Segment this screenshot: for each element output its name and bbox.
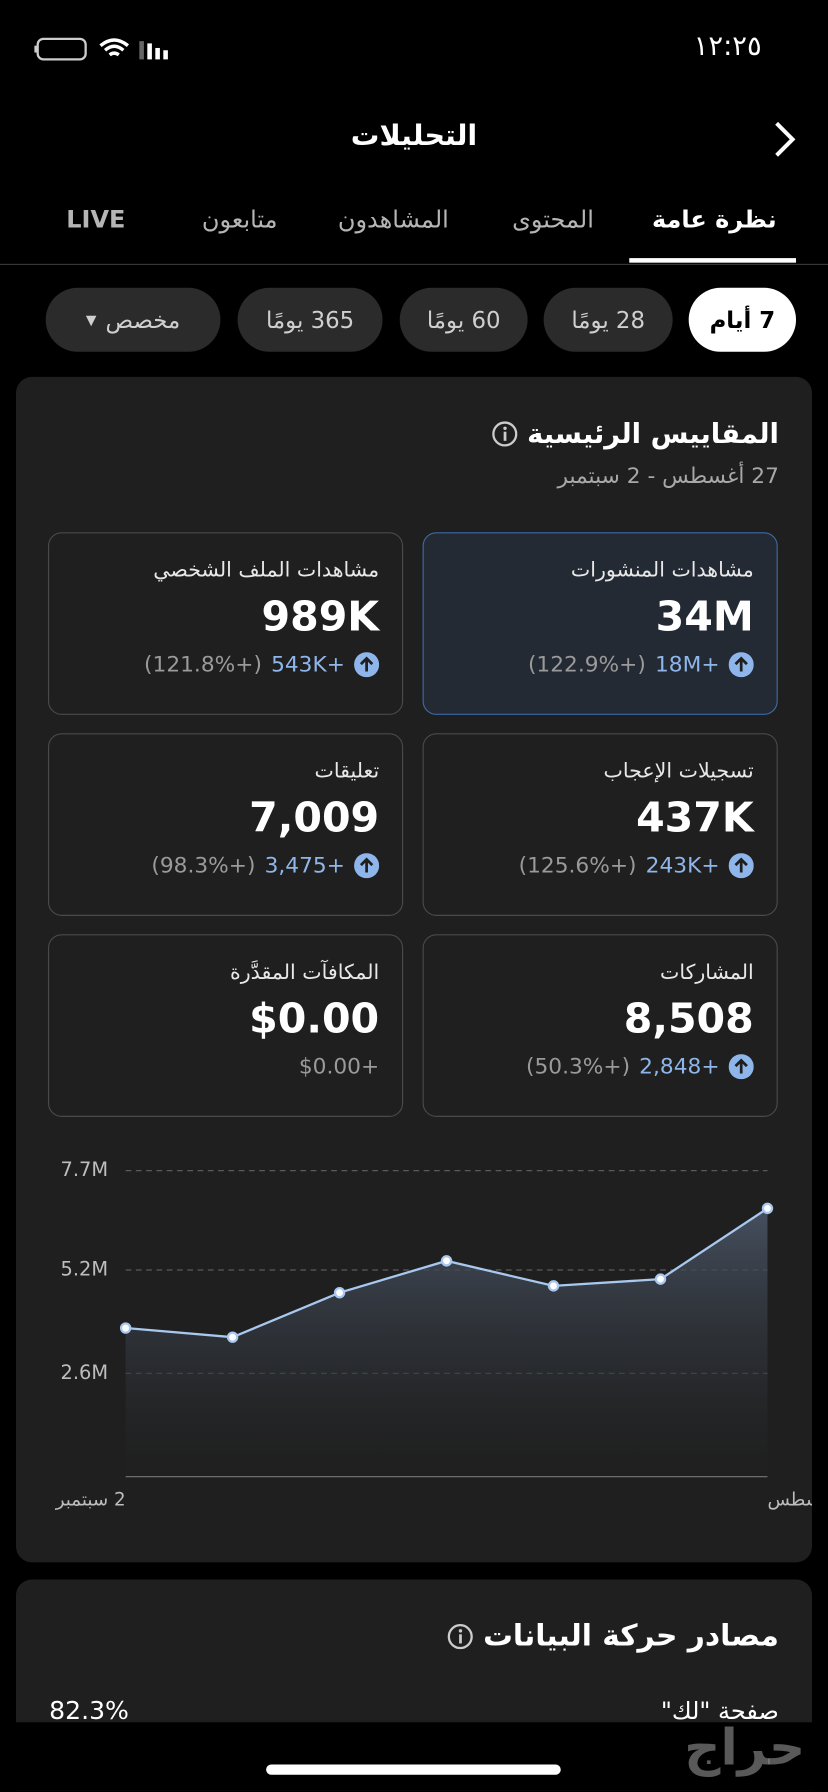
point xyxy=(654,1273,667,1285)
up-icon xyxy=(354,652,380,678)
up-icon xyxy=(728,652,754,678)
metric-label: تعليقات xyxy=(314,759,380,784)
tab-indicator xyxy=(629,258,797,263)
tab[interactable]: LIVE xyxy=(66,205,126,233)
dropdown-arrow: ▼ xyxy=(85,311,97,328)
up-icon xyxy=(728,853,754,879)
traffic-title: مصادر حركة البيانات xyxy=(483,1619,779,1654)
traffic-heading: مصادر حركة البيانات xyxy=(447,1619,779,1654)
change-percent: (+121.8%) xyxy=(144,652,262,678)
range-pill[interactable]: 60 يومًا xyxy=(399,287,528,352)
change-percent: (+125.6%) xyxy=(518,853,637,879)
metric-value: 8,508 xyxy=(623,995,754,1043)
x-tick-label: 2 سبتمبر xyxy=(55,1490,126,1511)
metric-card[interactable]: تعليقات 7,009 +3,475 (+98.3%) xyxy=(47,733,404,916)
range-pill[interactable]: 28 يومًا xyxy=(543,287,673,352)
range-label: مخصص xyxy=(105,306,181,334)
chart: 2.6M 5.2M 7.7M 27 أغسطس 2 سبتمبر xyxy=(55,1158,812,1511)
tab[interactable]: متابعون xyxy=(201,205,278,233)
up-icon xyxy=(728,1054,754,1080)
range-pill[interactable]: 365 يومًا xyxy=(237,287,383,352)
point xyxy=(226,1331,239,1343)
change-value: +3,475 xyxy=(264,853,345,879)
metric-label: مشاهدات المنشورات xyxy=(570,558,754,583)
y-tick-label: 2.6M xyxy=(61,1361,109,1384)
change-value: +2,848 xyxy=(639,1054,720,1080)
range-pill[interactable]: مخصص ▼ xyxy=(45,287,221,352)
home-indicator xyxy=(266,1764,561,1775)
change-percent: (+98.3%) xyxy=(151,853,256,879)
metrics-heading: المقاييس الرئيسية xyxy=(491,418,779,450)
metric-change: +543K (+121.8%) xyxy=(72,652,380,678)
metric-label: المكافآت المقدَّرة xyxy=(229,960,380,985)
area xyxy=(125,1208,768,1477)
traffic-source: صفحة "لك" xyxy=(660,1697,779,1725)
metric-value: $0.00 xyxy=(249,995,380,1043)
metric-label: مشاهدات الملف الشخصي xyxy=(153,558,380,583)
metrics-title: المقاييس الرئيسية xyxy=(527,417,779,450)
change-value: +$0.00 xyxy=(298,1054,380,1080)
metric-label: تسجيلات الإعجاب xyxy=(603,759,754,784)
info-icon[interactable] xyxy=(447,1623,474,1650)
point xyxy=(333,1286,346,1299)
point xyxy=(761,1202,774,1215)
change-value: +18M xyxy=(654,652,720,678)
clock: ١٢:٢٥ xyxy=(693,29,762,62)
back-button[interactable] xyxy=(767,119,801,160)
metric-value: 7,009 xyxy=(249,794,380,842)
metric-card[interactable]: المكافآت المقدَّرة $0.00 +$0.00 xyxy=(47,934,404,1117)
watermark: حراج xyxy=(684,1718,806,1778)
metric-card[interactable]: مشاهدات الملف الشخصي 989K +543K (+121.8%) xyxy=(47,532,404,715)
point xyxy=(119,1322,132,1334)
page-title: التحليلات xyxy=(350,118,478,152)
metric-change: +2,848 (+50.3%) xyxy=(447,1054,754,1080)
point xyxy=(440,1255,453,1267)
x-tick-label: 27 أغسطس xyxy=(767,1488,812,1511)
metric-change: +243K (+125.6%) xyxy=(447,853,754,879)
metric-card[interactable]: مشاهدات المنشورات 34M +18M (+122.9%) xyxy=(422,532,778,715)
change-percent: (+122.9%) xyxy=(527,652,646,678)
bottom-bar xyxy=(0,1722,828,1791)
metric-change: +$0.00 xyxy=(72,1054,379,1079)
up-icon xyxy=(354,853,380,879)
status-icons xyxy=(34,37,168,61)
y-tick-label: 7.7M xyxy=(61,1158,109,1181)
metric-card[interactable]: المشاركات 8,508 +2,848 (+50.3%) xyxy=(422,934,778,1117)
metric-label: المشاركات xyxy=(659,960,754,985)
point xyxy=(547,1280,560,1292)
change-percent: (+50.3%) xyxy=(525,1054,631,1080)
metric-value: 989K xyxy=(261,593,380,641)
tab[interactable]: المحتوى xyxy=(512,205,594,233)
tab[interactable]: المشاهدون xyxy=(337,205,449,233)
traffic-value: 82.3% xyxy=(49,1697,129,1726)
change-value: +243K xyxy=(645,853,720,879)
metric-value: 34M xyxy=(655,593,754,641)
change-value: +543K xyxy=(271,652,345,678)
date-range: 27 أغسطس - 2 سبتمبر xyxy=(557,463,779,489)
metric-card[interactable]: تسجيلات الإعجاب 437K +243K (+125.6%) xyxy=(422,733,778,916)
metric-value: 437K xyxy=(636,794,754,842)
tab[interactable]: نظرة عامة xyxy=(652,205,777,233)
metric-change: +18M (+122.9%) xyxy=(447,652,754,678)
divider xyxy=(0,263,828,265)
y-tick-label: 5.2M xyxy=(61,1257,109,1280)
range-pill[interactable]: 7 أيام xyxy=(688,287,797,352)
info-icon[interactable] xyxy=(491,420,518,447)
metric-change: +3,475 (+98.3%) xyxy=(72,853,380,879)
